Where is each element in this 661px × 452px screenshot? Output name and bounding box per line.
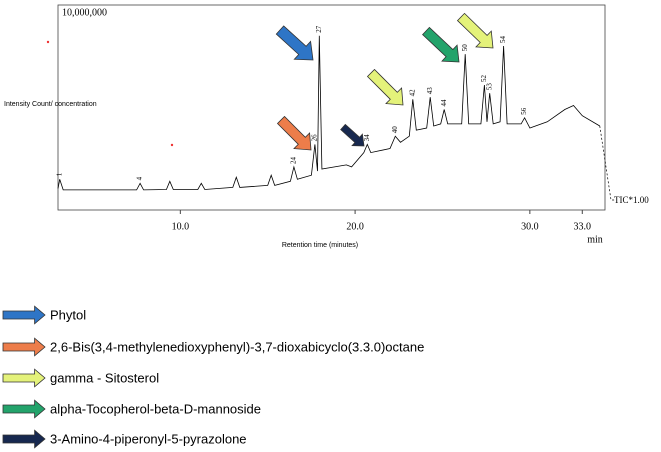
peak-label: 53 [485,83,493,91]
legend-label: 2,6-Bis(3,4-methylenedioxyphenyl)-3,7-di… [50,339,424,354]
arrow [456,12,494,49]
trace-label: TIC*1.00 [614,195,649,205]
peak-label: 44 [440,99,448,107]
arrow [366,68,404,106]
plot-frame [57,4,606,211]
trace [57,35,601,191]
legend-label: Phytol [50,307,86,322]
peak-label: 24 [290,156,298,164]
arrow [276,115,312,151]
peak-label: 42 [408,89,416,97]
arrow [340,123,365,147]
peak-label: 40 [391,126,399,134]
peak-label: 52 [480,74,488,82]
legend-arrow [2,368,46,388]
x-tick-label: 10.0 [172,221,190,232]
x-axis-label: Retention time (minutes) [282,242,358,249]
peak-label: 43 [426,87,434,95]
x-tick-label: 30.0 [521,221,539,232]
arrow [275,25,314,61]
peak-label: 56 [520,107,528,115]
peak-label: 50 [461,44,469,52]
peak-label: 1 [55,172,63,176]
x-tick-label: 20.0 [346,221,364,232]
legend-label: alpha-Tocopherol-beta-D-mannoside [50,401,261,416]
dot [170,143,174,147]
peak-label: 26 [311,134,319,142]
legend-label: 3-Amino-4-piperonyl-5-pyrazolone [50,431,247,446]
x-tick-label: 33.0 [574,221,592,232]
peak-label: 4 [136,176,144,180]
legend-arrow [2,305,46,325]
x-unit: min [587,234,603,245]
legend-arrow [2,429,46,449]
legend-label: gamma - Sitosterol [50,370,159,385]
y-axis-label: Intensity Count/ concentration [4,101,97,108]
peak-label: 27 [315,25,323,33]
peak-label: 34 [363,134,371,142]
y-top-label: 10,000,000 [62,7,107,18]
legend-arrow [2,399,46,419]
dot [46,40,50,44]
trace-tail [599,125,615,201]
arrow [422,26,460,63]
peak-label: 54 [499,36,507,44]
legend-arrow [2,337,46,357]
